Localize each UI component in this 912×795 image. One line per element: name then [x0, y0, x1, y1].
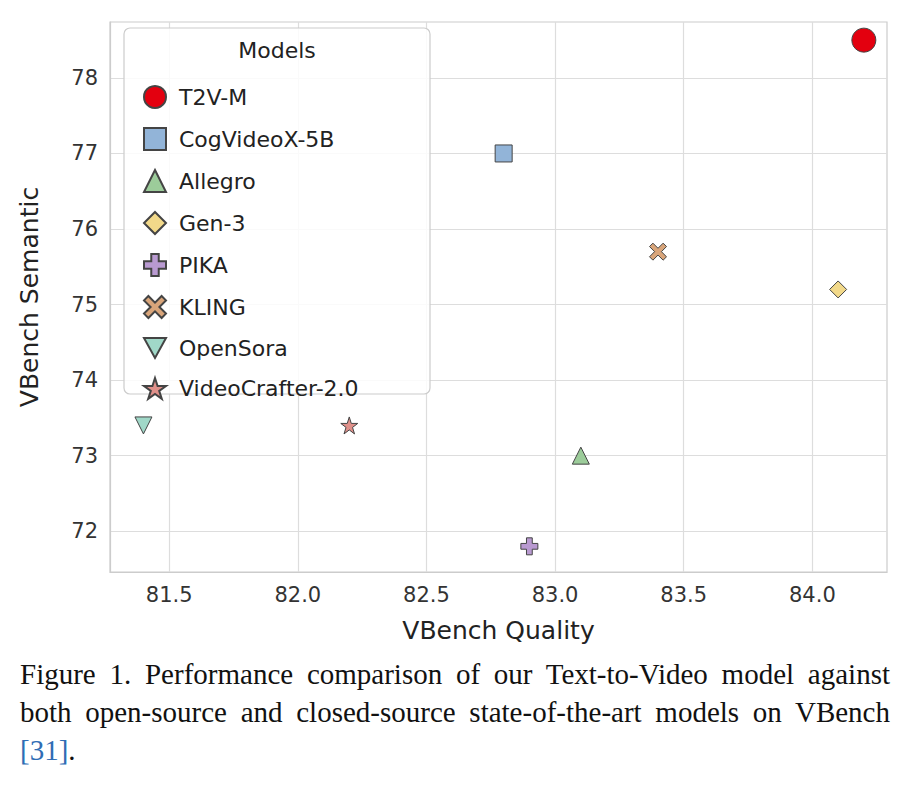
svg-text:78: 78 — [71, 66, 98, 90]
svg-text:82.5: 82.5 — [403, 583, 450, 607]
svg-text:84.0: 84.0 — [789, 583, 836, 607]
svg-text:Gen-3: Gen-3 — [179, 211, 245, 236]
svg-text:83.0: 83.0 — [532, 583, 579, 607]
svg-text:81.5: 81.5 — [146, 583, 193, 607]
svg-text:74: 74 — [71, 368, 98, 392]
svg-text:82.0: 82.0 — [274, 583, 321, 607]
svg-text:CogVideoX-5B: CogVideoX-5B — [179, 127, 334, 152]
svg-text:83.5: 83.5 — [660, 583, 707, 607]
svg-text:Models: Models — [238, 38, 316, 63]
svg-text:75: 75 — [71, 293, 98, 317]
html-text:Figure 1. Performance comparis: Figure 1. Performance comparison of our … — [20, 658, 890, 728]
svg-text:VBench Quality: VBench Quality — [402, 616, 595, 645]
svg-text:76: 76 — [71, 217, 98, 241]
svg-text:OpenSora: OpenSora — [179, 336, 288, 361]
svg-text:77: 77 — [71, 141, 98, 165]
svg-text:Allegro: Allegro — [179, 169, 256, 194]
html-text:[31].: [31]. — [20, 734, 76, 766]
svg-text:T2V-M: T2V-M — [178, 85, 247, 110]
svg-text:72: 72 — [71, 519, 98, 543]
svg-text:PIKA: PIKA — [179, 253, 228, 278]
svg-text:KLING: KLING — [179, 295, 246, 320]
svg-text:VideoCrafter-2.0: VideoCrafter-2.0 — [179, 376, 359, 401]
svg-text:73: 73 — [71, 444, 98, 468]
svg-text:VBench Semantic: VBench Semantic — [15, 187, 44, 407]
